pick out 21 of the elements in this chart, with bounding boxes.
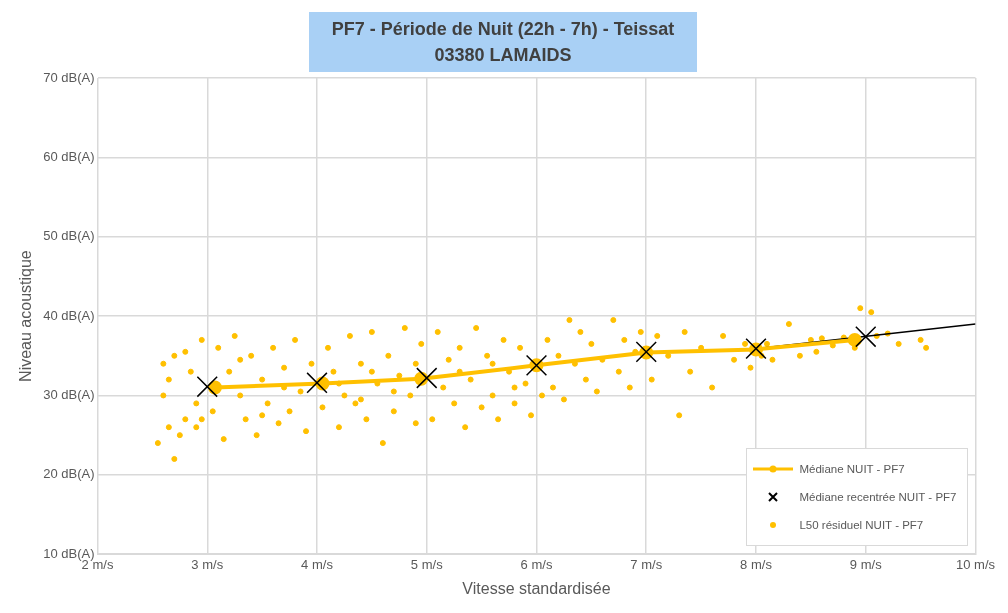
legend-label: Médiane NUIT - PF7 <box>799 463 905 476</box>
x-tick-label: 7 m/s <box>630 556 663 572</box>
chart-subtitle: 03380 LAMAIDS <box>433 44 573 67</box>
y-tick-label: 70 dB(A) <box>43 69 95 85</box>
y-tick-label: 20 dB(A) <box>43 466 95 482</box>
y-axis-title: Niveau acoustique <box>17 250 35 382</box>
legend-label: L50 résiduel NUIT - PF7 <box>799 519 924 532</box>
x-tick-label: 3 m/s <box>191 556 224 572</box>
x-axis-title: Vitesse standardisée <box>462 579 611 597</box>
x-tick-label: 9 m/s <box>849 556 883 572</box>
chart-title: PF7 - Période de Nuit (22h - 7h) - Teissat <box>330 18 676 41</box>
x-tick-label: 6 m/s <box>520 556 553 572</box>
y-tick-label: 50 dB(A) <box>43 228 95 244</box>
x-tick-label: 5 m/s <box>410 556 444 572</box>
legend-label: Médiane recentrée NUIT - PF7 <box>799 491 957 504</box>
y-tick-label: 40 dB(A) <box>43 307 95 323</box>
y-tick-label: 60 dB(A) <box>43 148 95 164</box>
x-tick-label: 4 m/s <box>301 556 334 572</box>
x-tick-label: 8 m/s <box>740 556 773 572</box>
x-tick-label: 10 m/s <box>955 556 996 572</box>
y-tick-label: 30 dB(A) <box>43 387 95 403</box>
